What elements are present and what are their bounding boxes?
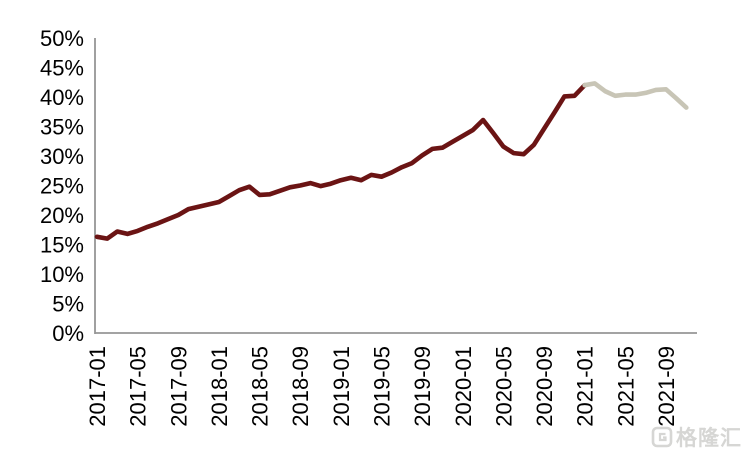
x-tick-label: 2019-09 [410, 346, 435, 427]
y-tick-label: 15% [40, 233, 84, 258]
y-tick-label: 5% [52, 292, 84, 317]
x-tick-label: 2021-09 [654, 346, 679, 427]
y-tick-label: 45% [40, 56, 84, 81]
y-tick-label: 50% [40, 26, 84, 51]
y-tick-label: 10% [40, 262, 84, 287]
watermark: 格隆汇 [651, 422, 742, 452]
x-tick-label: 2019-01 [329, 346, 354, 427]
x-tick-label: 2017-01 [85, 346, 110, 427]
watermark-text: 格隆汇 [676, 427, 742, 450]
series-historical-segment-line [94, 82, 588, 241]
x-tick-label: 2020-09 [532, 346, 557, 427]
x-tick-label: 2020-01 [451, 346, 476, 427]
y-tick-label: 35% [40, 115, 84, 140]
x-tick-label: 2019-05 [369, 346, 394, 427]
y-tick-label: 0% [52, 321, 84, 346]
y-tick-label: 20% [40, 203, 84, 228]
x-tick-label: 2017-09 [166, 346, 191, 427]
x-tick-label: 2018-09 [288, 346, 313, 427]
x-tick-label: 2020-05 [491, 346, 516, 427]
x-tick-label: 2021-01 [573, 346, 598, 427]
x-tick-label: 2018-05 [248, 346, 273, 427]
x-tick-label: 2018-01 [207, 346, 232, 427]
y-tick-label: 30% [40, 144, 84, 169]
x-tick-label: 2021-05 [613, 346, 638, 427]
y-tick-label: 40% [40, 85, 84, 110]
gelonghui-logo-icon [651, 426, 673, 448]
y-tick-label: 25% [40, 174, 84, 199]
x-tick-label: 2017-05 [126, 346, 151, 427]
series-recent-segment-line [582, 81, 689, 110]
